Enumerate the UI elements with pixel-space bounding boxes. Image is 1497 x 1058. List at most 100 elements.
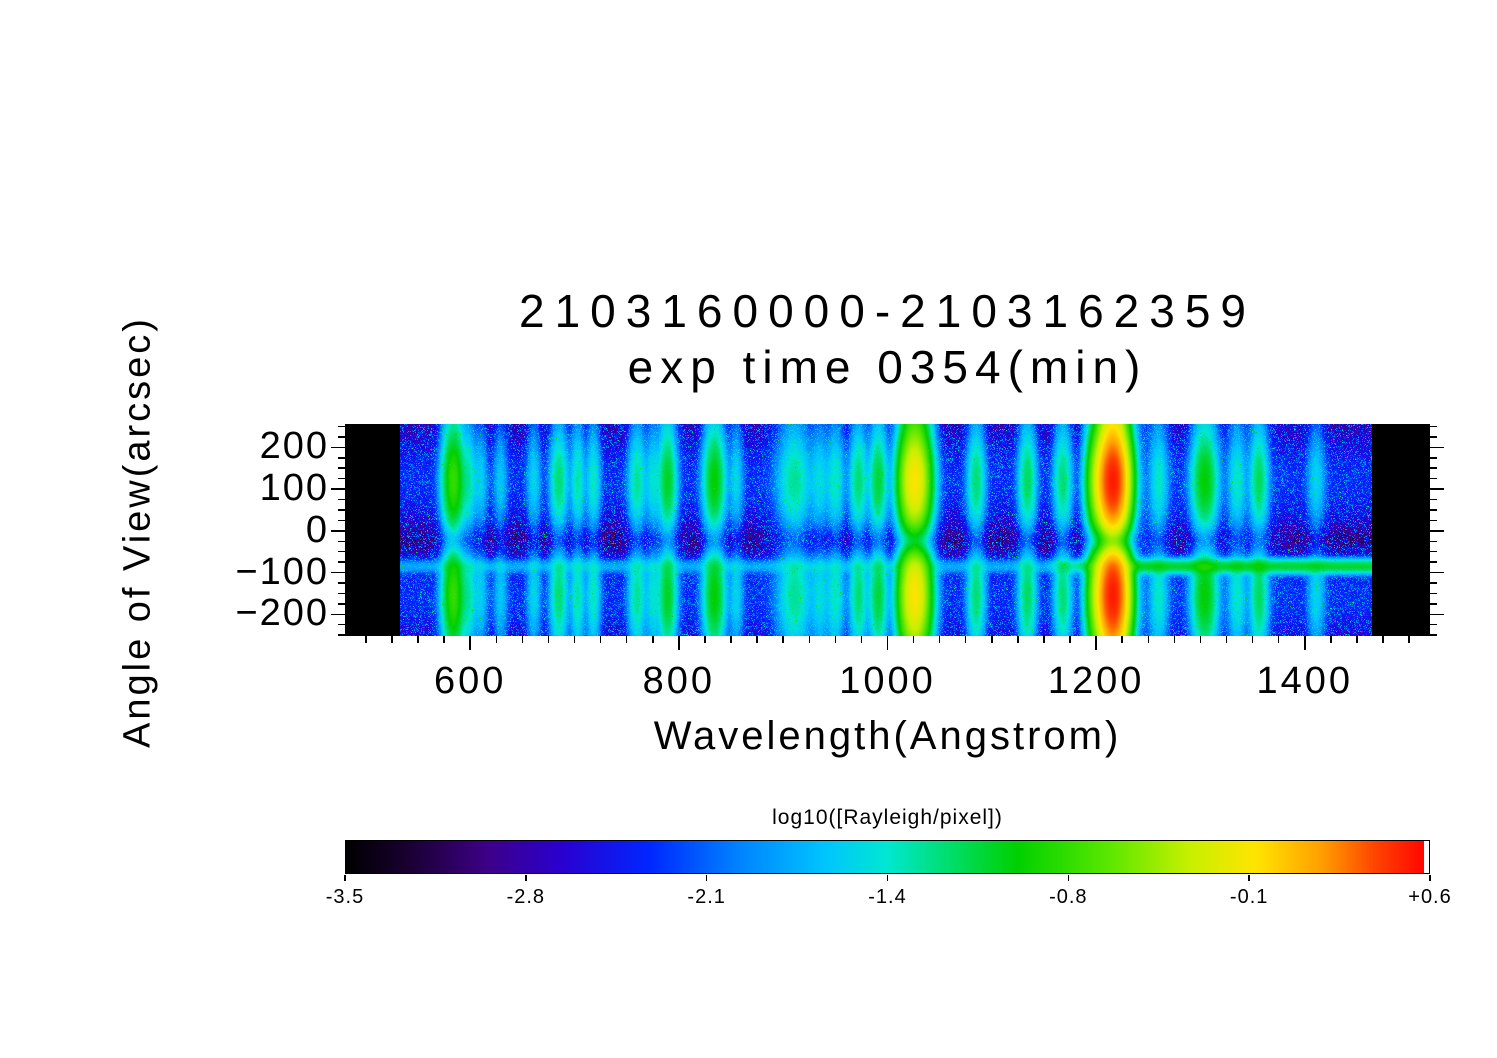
x-minor-tick-mark (1408, 636, 1410, 643)
x-tick-label: 800 (642, 660, 716, 702)
colorbar-tick-mark (1429, 875, 1431, 881)
colorbar (345, 840, 1430, 874)
colorbar-tick-label: -0.1 (1229, 886, 1269, 908)
y-tick-label: 100 (259, 467, 329, 510)
x-minor-tick-mark (964, 636, 967, 643)
y-minor-tick-mark (1430, 634, 1437, 636)
x-minor-tick-mark (1356, 636, 1358, 643)
colorbar-tick-label: -2.8 (506, 886, 546, 908)
x-major-tick-mark (678, 636, 680, 650)
y-major-tick-mark (331, 571, 345, 574)
colorbar-tick-mark (344, 875, 346, 881)
x-minor-tick-mark (1017, 636, 1019, 643)
y-minor-tick-mark (1430, 498, 1437, 501)
y-minor-tick-mark (338, 582, 345, 584)
colorbar-tick-mark (1067, 875, 1070, 881)
x-minor-tick-mark (704, 636, 706, 643)
y-major-tick-mark (1430, 530, 1444, 532)
x-minor-tick-mark (1121, 636, 1123, 643)
y-minor-tick-mark (1430, 509, 1437, 511)
colorbar-end-cap (1424, 841, 1429, 873)
y-tick-label: 200 (259, 425, 329, 468)
colorbar-tick-label: -0.8 (1049, 886, 1088, 908)
x-minor-tick-mark (834, 636, 837, 643)
y-minor-tick-mark (1430, 561, 1437, 563)
y-minor-tick-mark (338, 477, 345, 480)
x-minor-tick-mark (782, 636, 784, 643)
x-major-tick-mark (1095, 636, 1097, 650)
x-tick-label: 1000 (839, 660, 936, 702)
x-minor-tick-mark (1043, 636, 1045, 643)
x-minor-tick-mark (808, 636, 810, 643)
colorbar-title: log10([Rayleigh/pixel]) (772, 806, 1003, 829)
y-minor-tick-mark (338, 540, 345, 543)
x-minor-tick-mark (417, 636, 419, 643)
x-minor-tick-mark (1147, 636, 1150, 643)
y-minor-tick-mark (1430, 467, 1437, 469)
y-minor-tick-mark (1430, 477, 1437, 480)
x-major-tick-mark (1304, 636, 1306, 650)
x-axis-label: Wavelength(Angstrom) (653, 714, 1122, 758)
colorbar-tick-label: -3.5 (325, 886, 365, 908)
y-tick-label: −200 (235, 592, 329, 635)
colorbar-tick-label: -2.1 (687, 886, 726, 908)
plot-subtitle: exp time 0354(min) (627, 341, 1148, 393)
x-minor-tick-mark (1382, 636, 1384, 643)
x-minor-tick-mark (991, 636, 993, 643)
y-minor-tick-mark (338, 509, 345, 511)
y-minor-tick-mark (338, 592, 345, 595)
y-minor-tick-mark (1430, 550, 1437, 553)
x-minor-tick-mark (756, 636, 758, 643)
x-minor-tick-mark (1330, 636, 1332, 643)
y-minor-tick-mark (1430, 623, 1437, 626)
x-minor-tick-mark (1199, 636, 1202, 643)
y-major-tick-mark (331, 613, 345, 616)
y-minor-tick-mark (1430, 457, 1437, 459)
x-minor-tick-mark (652, 636, 654, 643)
x-tick-label: 1200 (1047, 660, 1145, 702)
y-minor-tick-mark (1430, 582, 1437, 584)
x-minor-tick-mark (1069, 636, 1071, 643)
x-tick-label: 1400 (1256, 660, 1354, 702)
y-major-tick-mark (331, 488, 345, 490)
y-minor-tick-mark (338, 457, 345, 459)
y-minor-tick-mark (338, 498, 345, 501)
y-major-tick-mark (1430, 446, 1444, 449)
y-tick-label: 0 (305, 508, 329, 551)
colorbar-tick-mark (705, 875, 708, 881)
x-minor-tick-mark (599, 636, 602, 643)
x-minor-tick-mark (1251, 636, 1254, 643)
y-minor-tick-mark (1430, 592, 1437, 595)
spectrogram-image (345, 424, 1430, 636)
y-minor-tick-mark (338, 550, 345, 553)
y-minor-tick-mark (338, 436, 345, 438)
x-minor-tick-mark (365, 636, 367, 643)
y-major-tick-mark (1430, 571, 1444, 574)
x-minor-tick-mark (625, 636, 628, 643)
colorbar-tick-label: +0.6 (1408, 886, 1452, 908)
x-minor-tick-mark (860, 636, 863, 643)
x-minor-tick-mark (912, 636, 915, 643)
x-minor-tick-mark (521, 636, 524, 643)
x-minor-tick-mark (495, 636, 498, 643)
x-minor-tick-mark (1277, 636, 1280, 643)
colorbar-tick-mark (525, 875, 527, 881)
x-minor-tick-mark (1173, 636, 1176, 643)
y-tick-label: −100 (235, 550, 329, 593)
y-major-tick-mark (331, 530, 345, 532)
colorbar-tick-mark (886, 875, 889, 881)
y-minor-tick-mark (1430, 603, 1437, 605)
x-minor-tick-mark (547, 636, 550, 643)
y-minor-tick-mark (338, 425, 345, 428)
x-minor-tick-mark (391, 636, 393, 643)
y-minor-tick-mark (338, 634, 345, 636)
x-minor-tick-mark (443, 636, 445, 643)
y-minor-tick-mark (1430, 540, 1437, 543)
x-minor-tick-mark (573, 636, 576, 643)
y-minor-tick-mark (1430, 519, 1437, 522)
y-minor-tick-mark (1430, 425, 1437, 428)
colorbar-tick-mark (1248, 875, 1250, 881)
y-minor-tick-mark (338, 603, 345, 605)
y-minor-tick-mark (338, 623, 345, 626)
